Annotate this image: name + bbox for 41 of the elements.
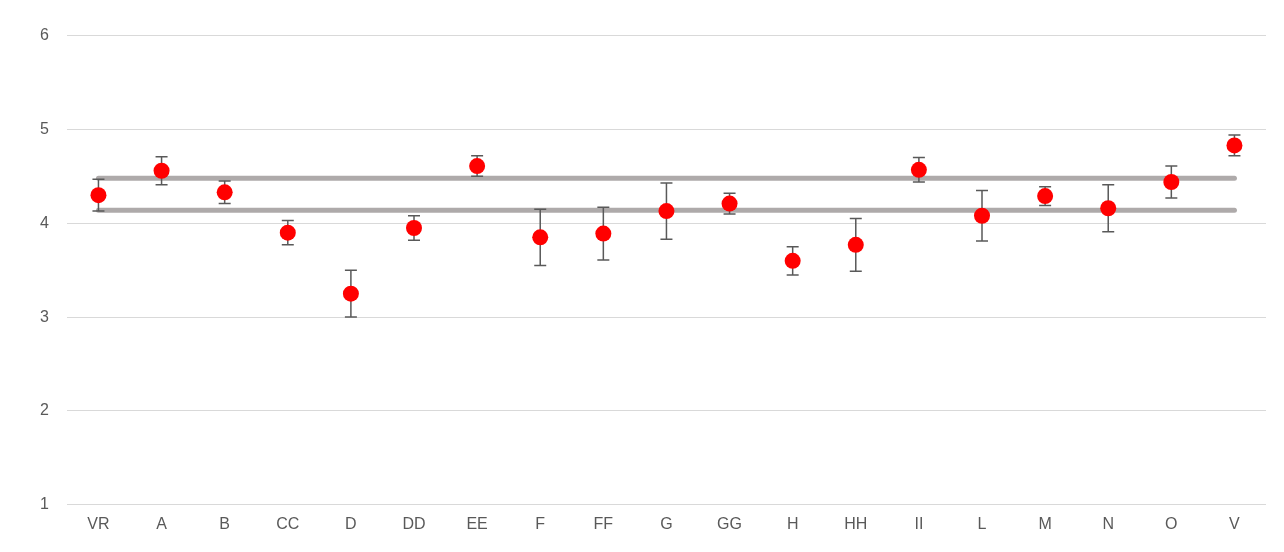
x-tick-label: A (156, 514, 168, 532)
x-tick-label: DD (402, 514, 426, 532)
x-tick-label: D (345, 514, 357, 532)
point (1100, 200, 1117, 217)
y-tick-label: 2 (39, 401, 49, 419)
x-tick-label: EE (466, 514, 488, 532)
y-tick-label: 4 (39, 213, 49, 231)
point (910, 161, 927, 178)
point (595, 225, 612, 242)
point (153, 162, 170, 179)
point (342, 285, 359, 302)
y-tick-label: 6 (39, 26, 49, 44)
point (90, 187, 107, 204)
x-tick-label: M (1038, 514, 1052, 532)
y-tick-label: 3 (39, 307, 49, 325)
x-tick-label: F (535, 514, 546, 532)
x-tick-label: O (1165, 514, 1178, 532)
y-tick-label: 1 (39, 495, 49, 513)
x-tick-label: B (219, 514, 231, 532)
x-tick-label: N (1102, 514, 1114, 532)
point (658, 203, 675, 220)
x-tick-label: FF (593, 514, 614, 532)
x-tick-label: HH (844, 514, 868, 532)
x-tick-label: GG (717, 514, 743, 532)
x-tick-label: VR (87, 514, 110, 532)
x-tick-label: CC (276, 514, 300, 532)
point (279, 224, 296, 241)
point (1163, 173, 1180, 190)
point (469, 158, 486, 175)
x-tick-label: L (977, 514, 987, 532)
point (847, 236, 864, 253)
x-tick-label: II (914, 514, 924, 532)
point (784, 252, 801, 269)
y-tick-label: 5 (39, 119, 49, 137)
x-tick-label: H (786, 514, 799, 532)
point (974, 207, 990, 224)
point (532, 229, 549, 246)
x-tick-label: G (660, 514, 673, 532)
point (216, 184, 233, 201)
point (406, 219, 423, 236)
x-tick-label: V (1229, 514, 1241, 532)
